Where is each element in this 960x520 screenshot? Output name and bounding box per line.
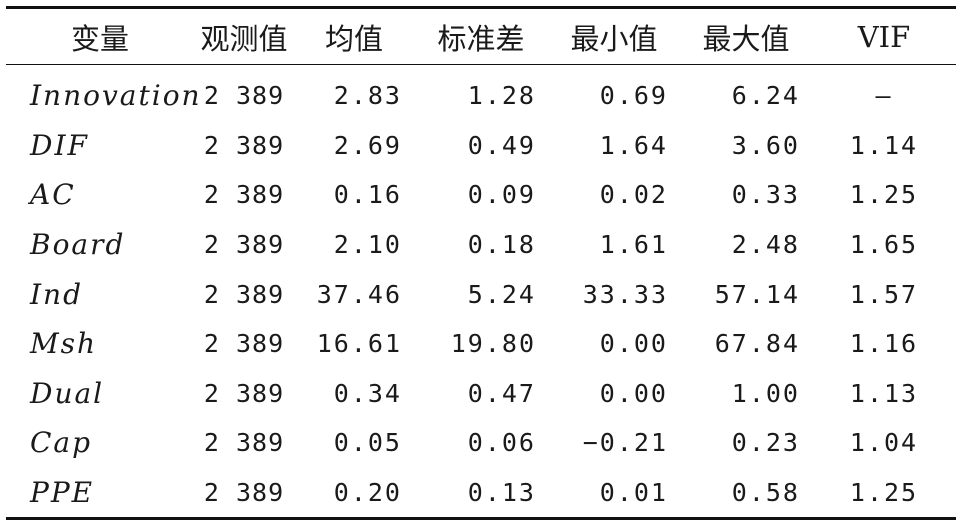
- cell-vif: 1.25: [849, 478, 919, 508]
- header-rule: [6, 64, 956, 65]
- cell-min: 0.00: [599, 329, 668, 359]
- cell-max: 1.00: [731, 378, 800, 408]
- cell-observations: 2 389: [203, 329, 285, 359]
- cell-mean: 0.34: [333, 378, 402, 408]
- table-row: Dual 2 389 0.34 0.47 0.00 1.00 1.13: [6, 369, 956, 419]
- descriptive-statistics-table: 变量 观测值 均值 标准差 最小值 最大值 VIF Innovation 2 38…: [6, 6, 956, 520]
- cell-std-dev: 0.47: [467, 378, 536, 408]
- cell-max: 3.60: [731, 130, 800, 160]
- cell-max: 2.48: [731, 230, 800, 260]
- cell-vif: —: [875, 81, 893, 111]
- table-row: Innovation 2 389 2.83 1.28 0.69 6.24 —: [6, 65, 956, 121]
- cell-observations: 2 389: [203, 428, 285, 458]
- cell-std-dev: 0.13: [467, 478, 536, 508]
- cell-variable: DIF: [30, 128, 89, 162]
- cell-min: 0.00: [599, 378, 668, 408]
- cell-max: 0.58: [731, 478, 800, 508]
- table-row: Cap 2 389 0.05 0.06 −0.21 0.23 1.04: [6, 418, 956, 468]
- cell-max: 6.24: [731, 81, 800, 111]
- cell-std-dev: 19.80: [450, 329, 536, 359]
- cell-std-dev: 0.18: [467, 230, 536, 260]
- stats-table: 变量 观测值 均值 标准差 最小值 最大值 VIF: [6, 9, 956, 64]
- stats-table-body: Innovation 2 389 2.83 1.28 0.69 6.24— DIF 2 389…: [6, 65, 956, 517]
- header-variable: 变量: [70, 21, 129, 56]
- cell-observations: 2 389: [203, 378, 285, 408]
- cell-std-dev: 0.06: [467, 428, 536, 458]
- table-header: 变量 观测值 均值 标准差 最小值 最大值 VIF: [6, 9, 956, 64]
- cell-vif: 1.16: [849, 329, 919, 359]
- cell-max: 67.84: [714, 329, 800, 359]
- cell-min: 1.64: [599, 130, 668, 160]
- cell-variable: AC: [30, 178, 76, 212]
- cell-variable: Msh: [30, 327, 98, 361]
- cell-observations: 2 389: [203, 130, 285, 160]
- cell-mean: 2.69: [333, 130, 402, 160]
- table-row: AC 2 389 0.16 0.09 0.02 0.33 1.25: [6, 170, 956, 220]
- cell-min: 0.02: [599, 180, 668, 210]
- table-row: PPE 2 389 0.20 0.13 0.01 0.58 1.25: [6, 468, 956, 518]
- cell-observations: 2 389: [203, 478, 285, 508]
- cell-mean: 0.05: [333, 428, 402, 458]
- header-row: 变量 观测值 均值 标准差 最小值 最大值 VIF: [6, 9, 956, 64]
- cell-min: 0.69: [599, 81, 668, 111]
- header-std-dev: 标准差: [437, 21, 525, 56]
- top-rule: [6, 6, 956, 9]
- cell-min: 0.01: [599, 478, 668, 508]
- cell-mean: 37.46: [316, 279, 402, 309]
- cell-mean: 2.83: [333, 81, 402, 111]
- cell-variable: Cap: [30, 426, 93, 460]
- cell-max: 0.23: [731, 428, 800, 458]
- cell-vif: 1.13: [849, 378, 919, 408]
- cell-observations: 2 389: [203, 230, 285, 260]
- cell-mean: 16.61: [316, 329, 402, 359]
- cell-std-dev: 1.28: [467, 81, 536, 111]
- cell-max: 0.33: [731, 180, 800, 210]
- cell-min: 1.61: [599, 230, 668, 260]
- cell-observations: 2 389: [203, 180, 285, 210]
- cell-observations: 2 389: [203, 81, 285, 111]
- cell-vif: 1.25: [849, 180, 919, 210]
- header-min: 最小值: [570, 21, 658, 56]
- header-mean: 均值: [324, 21, 383, 56]
- cell-vif: 1.57: [849, 279, 919, 309]
- cell-variable: Ind: [30, 277, 84, 311]
- cell-mean: 0.16: [333, 180, 402, 210]
- cell-variable: Board: [30, 228, 126, 262]
- cell-variable: Dual: [30, 376, 105, 410]
- cell-std-dev: 0.09: [467, 180, 536, 210]
- cell-vif: 1.14: [849, 130, 919, 160]
- cell-min: 33.33: [582, 279, 668, 309]
- cell-variable: PPE: [30, 476, 95, 510]
- cell-mean: 0.20: [333, 478, 402, 508]
- cell-min: −0.21: [582, 428, 668, 458]
- cell-mean: 2.10: [333, 230, 402, 260]
- cell-vif: 1.65: [849, 230, 919, 260]
- cell-max: 57.14: [714, 279, 800, 309]
- cell-std-dev: 0.49: [467, 130, 536, 160]
- header-max: 最大值: [702, 21, 790, 56]
- header-vif: VIF: [857, 19, 911, 54]
- table-row: Board 2 389 2.10 0.18 1.61 2.48 1.65: [6, 220, 956, 270]
- cell-variable: Innovation: [30, 79, 202, 113]
- cell-observations: 2 389: [203, 279, 285, 309]
- cell-vif: 1.04: [849, 428, 919, 458]
- header-observations: 观测值: [200, 21, 288, 56]
- cell-std-dev: 5.24: [467, 279, 536, 309]
- table-body: Innovation 2 389 2.83 1.28 0.69 6.24— DIF 2 389…: [6, 65, 956, 517]
- table-row: Ind 2 389 37.46 5.24 33.33 57.14 1.57: [6, 269, 956, 319]
- table-row: Msh 2 389 16.61 19.80 0.00 67.84 1.16: [6, 319, 956, 369]
- table-row: DIF 2 389 2.69 0.49 1.64 3.60 1.14: [6, 121, 956, 171]
